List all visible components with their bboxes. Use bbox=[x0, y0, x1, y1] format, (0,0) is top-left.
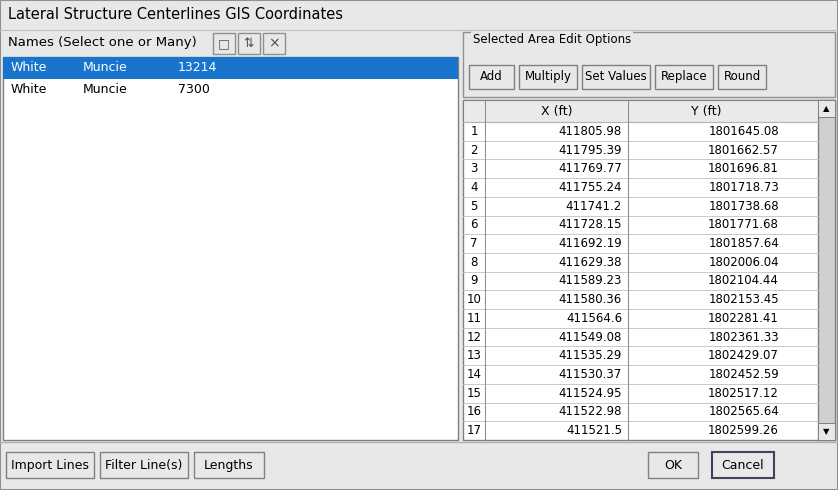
Text: 14: 14 bbox=[467, 368, 482, 381]
Bar bbox=[818, 100, 835, 117]
Text: 5: 5 bbox=[470, 200, 478, 213]
Text: 411589.23: 411589.23 bbox=[559, 274, 622, 288]
Text: White: White bbox=[11, 83, 48, 97]
Text: 1802153.45: 1802153.45 bbox=[708, 293, 779, 306]
Bar bbox=[519, 65, 577, 89]
Bar bbox=[213, 33, 235, 54]
Bar bbox=[463, 32, 835, 97]
Bar bbox=[463, 100, 835, 440]
Text: White: White bbox=[11, 62, 48, 74]
Text: Muncie: Muncie bbox=[83, 62, 127, 74]
Text: 411535.29: 411535.29 bbox=[559, 349, 622, 362]
Text: 411795.39: 411795.39 bbox=[558, 144, 622, 157]
Bar bbox=[818, 100, 835, 440]
Text: 1802599.26: 1802599.26 bbox=[708, 424, 779, 437]
Text: Multiply: Multiply bbox=[525, 71, 572, 83]
Text: Lengths: Lengths bbox=[204, 459, 254, 471]
Text: 1801857.64: 1801857.64 bbox=[708, 237, 779, 250]
Bar bbox=[238, 33, 260, 54]
Text: 10: 10 bbox=[467, 293, 482, 306]
Text: Import Lines: Import Lines bbox=[11, 459, 89, 471]
Text: 2: 2 bbox=[470, 144, 478, 157]
Bar bbox=[263, 33, 285, 54]
Bar bbox=[3, 57, 458, 79]
Text: 411530.37: 411530.37 bbox=[559, 368, 622, 381]
Text: Add: Add bbox=[480, 71, 503, 83]
Text: 411564.6: 411564.6 bbox=[566, 312, 622, 325]
Text: ▲: ▲ bbox=[823, 104, 830, 113]
Text: X (ft): X (ft) bbox=[541, 104, 572, 118]
Text: Muncie: Muncie bbox=[83, 83, 127, 97]
Text: OK: OK bbox=[664, 459, 682, 471]
Text: 13: 13 bbox=[467, 349, 482, 362]
Text: 8: 8 bbox=[470, 256, 478, 269]
Text: 411580.36: 411580.36 bbox=[559, 293, 622, 306]
Text: 1802452.59: 1802452.59 bbox=[708, 368, 779, 381]
Text: 9: 9 bbox=[470, 274, 478, 288]
Text: 17: 17 bbox=[467, 424, 482, 437]
Text: 1802517.12: 1802517.12 bbox=[708, 387, 779, 400]
Text: 1802104.44: 1802104.44 bbox=[708, 274, 779, 288]
Text: 1802006.04: 1802006.04 bbox=[708, 256, 779, 269]
Text: 16: 16 bbox=[467, 405, 482, 418]
Text: 12: 12 bbox=[467, 331, 482, 343]
Text: 411549.08: 411549.08 bbox=[559, 331, 622, 343]
Text: Set Values: Set Values bbox=[585, 71, 647, 83]
Text: 411755.24: 411755.24 bbox=[558, 181, 622, 194]
Bar bbox=[718, 65, 766, 89]
Bar bbox=[463, 100, 818, 122]
Text: Lateral Structure Centerlines GIS Coordinates: Lateral Structure Centerlines GIS Coordi… bbox=[8, 7, 343, 23]
Text: Filter Line(s): Filter Line(s) bbox=[106, 459, 183, 471]
Text: 411524.95: 411524.95 bbox=[558, 387, 622, 400]
Text: 411741.2: 411741.2 bbox=[566, 200, 622, 213]
Text: 11: 11 bbox=[467, 312, 482, 325]
Text: 1801662.57: 1801662.57 bbox=[708, 144, 779, 157]
Text: 1801645.08: 1801645.08 bbox=[708, 125, 779, 138]
Bar bbox=[469, 65, 514, 89]
Text: 411629.38: 411629.38 bbox=[558, 256, 622, 269]
Text: Selected Area Edit Options: Selected Area Edit Options bbox=[473, 33, 631, 46]
Text: Y (ft): Y (ft) bbox=[691, 104, 722, 118]
Text: 1801771.68: 1801771.68 bbox=[708, 219, 779, 231]
Text: 3: 3 bbox=[470, 162, 478, 175]
Bar bbox=[3, 57, 458, 440]
Bar bbox=[648, 452, 698, 478]
Bar bbox=[655, 65, 713, 89]
Text: 13214: 13214 bbox=[178, 62, 217, 74]
Text: 411521.5: 411521.5 bbox=[566, 424, 622, 437]
Bar bbox=[6, 452, 94, 478]
Text: 411522.98: 411522.98 bbox=[558, 405, 622, 418]
Text: 1802429.07: 1802429.07 bbox=[708, 349, 779, 362]
Text: 7: 7 bbox=[470, 237, 478, 250]
Text: 1802281.41: 1802281.41 bbox=[708, 312, 779, 325]
Text: 1801738.68: 1801738.68 bbox=[708, 200, 779, 213]
Text: 1: 1 bbox=[470, 125, 478, 138]
Text: 411769.77: 411769.77 bbox=[558, 162, 622, 175]
Text: Names (Select one or Many): Names (Select one or Many) bbox=[8, 36, 197, 49]
Text: 1802565.64: 1802565.64 bbox=[708, 405, 779, 418]
Text: 411692.19: 411692.19 bbox=[558, 237, 622, 250]
Bar bbox=[194, 452, 264, 478]
Bar bbox=[712, 452, 774, 478]
Bar bbox=[100, 452, 188, 478]
Text: ▼: ▼ bbox=[823, 427, 830, 436]
Text: 411805.98: 411805.98 bbox=[559, 125, 622, 138]
Text: 1801718.73: 1801718.73 bbox=[708, 181, 779, 194]
Text: 15: 15 bbox=[467, 387, 482, 400]
Text: □: □ bbox=[218, 37, 230, 50]
Text: 1802361.33: 1802361.33 bbox=[708, 331, 779, 343]
Text: 1801696.81: 1801696.81 bbox=[708, 162, 779, 175]
Bar bbox=[582, 65, 650, 89]
Bar bbox=[818, 423, 835, 440]
Text: ×: × bbox=[268, 36, 280, 50]
Text: 411728.15: 411728.15 bbox=[558, 219, 622, 231]
Text: Round: Round bbox=[723, 71, 761, 83]
Text: 6: 6 bbox=[470, 219, 478, 231]
Text: Replace: Replace bbox=[660, 71, 707, 83]
Text: Cancel: Cancel bbox=[722, 459, 764, 471]
Text: ⇅: ⇅ bbox=[244, 37, 254, 50]
Text: 7300: 7300 bbox=[178, 83, 210, 97]
Text: 4: 4 bbox=[470, 181, 478, 194]
